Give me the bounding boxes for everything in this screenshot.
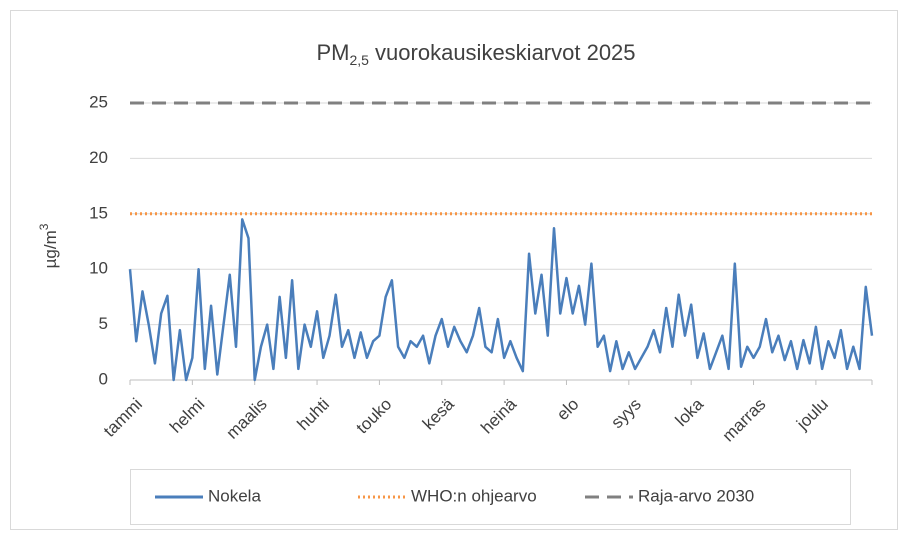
ylabel-sup: 3 [37, 223, 51, 230]
legend-label: Nokela [208, 486, 261, 505]
legend-box [130, 469, 851, 525]
legend-label: Raja-arvo 2030 [638, 486, 754, 505]
y-axis-label: µg/m3 [37, 223, 60, 268]
title-main: PM [316, 40, 349, 65]
data-line [128, 218, 874, 382]
y-tick-label: 20 [89, 148, 108, 167]
legend-label: WHO:n ohjearvo [411, 486, 537, 505]
ylabel-main: µg/m [41, 230, 60, 268]
chart-border [10, 10, 898, 530]
title-sub: 2,5 [349, 52, 369, 68]
y-tick-label: 10 [89, 259, 108, 278]
y-tick-label: 5 [99, 314, 108, 333]
y-tick-label: 25 [89, 92, 108, 111]
title-rest: vuorokausikeskiarvot 2025 [369, 40, 636, 65]
y-tick-label: 0 [99, 369, 108, 388]
chart-title: PM2,5 vuorokausikeskiarvot 2025 [316, 40, 635, 68]
y-tick-label: 15 [89, 203, 108, 222]
